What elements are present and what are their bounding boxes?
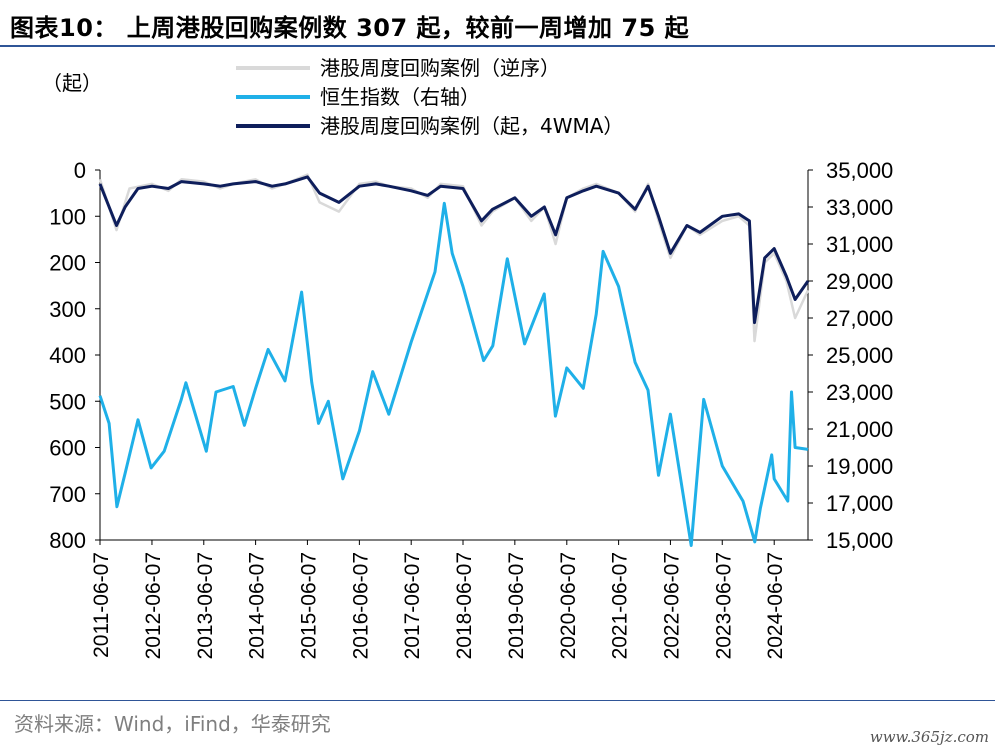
legend-label-0: 港股周度回购案例（逆序） bbox=[320, 56, 560, 80]
x-tick-label: 2024-06-07 bbox=[764, 552, 787, 659]
right-tick-label: 29,000 bbox=[826, 269, 893, 294]
right-tick-label: 35,000 bbox=[826, 158, 893, 183]
x-tick-label: 2015-06-07 bbox=[297, 552, 320, 659]
watermark: www.365jz.com bbox=[869, 728, 989, 746]
left-tick-label: 600 bbox=[49, 436, 86, 461]
x-tick-label: 2019-06-07 bbox=[505, 552, 528, 659]
x-tick-label: 2018-06-07 bbox=[453, 552, 476, 659]
left-tick-label: 200 bbox=[49, 251, 86, 276]
chart-axes: 0 100 200 300 400 500 600 700 800 （起） 35,000 33,000… bbox=[42, 71, 893, 659]
right-tick-label: 25,000 bbox=[826, 343, 893, 368]
legend-label-1: 恒生指数（右轴） bbox=[320, 85, 480, 109]
right-tick-label: 17,000 bbox=[826, 491, 893, 516]
x-tick-label: 2017-06-07 bbox=[401, 552, 424, 659]
chart-legend: 港股周度回购案例（逆序） 恒生指数（右轴） 港股周度回购案例（起，4WMA） bbox=[236, 56, 623, 138]
right-tick-label: 19,000 bbox=[826, 454, 893, 479]
chart-series bbox=[98, 173, 810, 547]
left-tick-label: 100 bbox=[49, 204, 86, 229]
right-tick-label: 21,000 bbox=[826, 417, 893, 442]
series-line-1 bbox=[98, 201, 809, 547]
left-axis-unit-label: （起） bbox=[42, 71, 102, 95]
right-tick-label: 27,000 bbox=[826, 306, 893, 331]
left-tick-label: 400 bbox=[49, 343, 86, 368]
chart-title: 图表10： 上周港股回购案例数 307 起，较前一周增加 75 起 bbox=[10, 14, 690, 42]
source-divider bbox=[0, 700, 995, 701]
left-tick-label: 500 bbox=[49, 389, 86, 414]
x-tick-label: 2011-06-07 bbox=[90, 552, 113, 658]
x-tick-label: 2023-06-07 bbox=[712, 552, 735, 659]
x-tick-label: 2016-06-07 bbox=[349, 552, 372, 659]
left-tick-label: 0 bbox=[74, 158, 86, 183]
left-tick-label: 300 bbox=[49, 297, 86, 322]
x-tick-label: 2020-06-07 bbox=[557, 552, 580, 659]
right-tick-label: 31,000 bbox=[826, 232, 893, 257]
legend-label-2: 港股周度回购案例（起，4WMA） bbox=[320, 114, 623, 138]
left-tick-label: 700 bbox=[49, 482, 86, 507]
x-tick-label: 2012-06-07 bbox=[142, 552, 165, 659]
left-tick-label: 800 bbox=[49, 528, 86, 553]
right-tick-label: 23,000 bbox=[826, 380, 893, 405]
x-tick-label: 2022-06-07 bbox=[660, 552, 683, 659]
right-tick-label: 33,000 bbox=[826, 195, 893, 220]
chart-svg: 港股周度回购案例（逆序） 恒生指数（右轴） 港股周度回购案例（起，4WMA） 0 10… bbox=[42, 56, 893, 659]
x-tick-label: 2021-06-07 bbox=[609, 552, 632, 659]
source-note: 资料来源：Wind，iFind，华泰研究 bbox=[14, 712, 331, 736]
x-tick-label: 2013-06-07 bbox=[194, 552, 217, 659]
right-tick-label: 15,000 bbox=[826, 528, 893, 553]
series-line-2 bbox=[98, 175, 810, 325]
title-divider bbox=[0, 45, 995, 47]
x-tick-label: 2014-06-07 bbox=[246, 552, 269, 659]
